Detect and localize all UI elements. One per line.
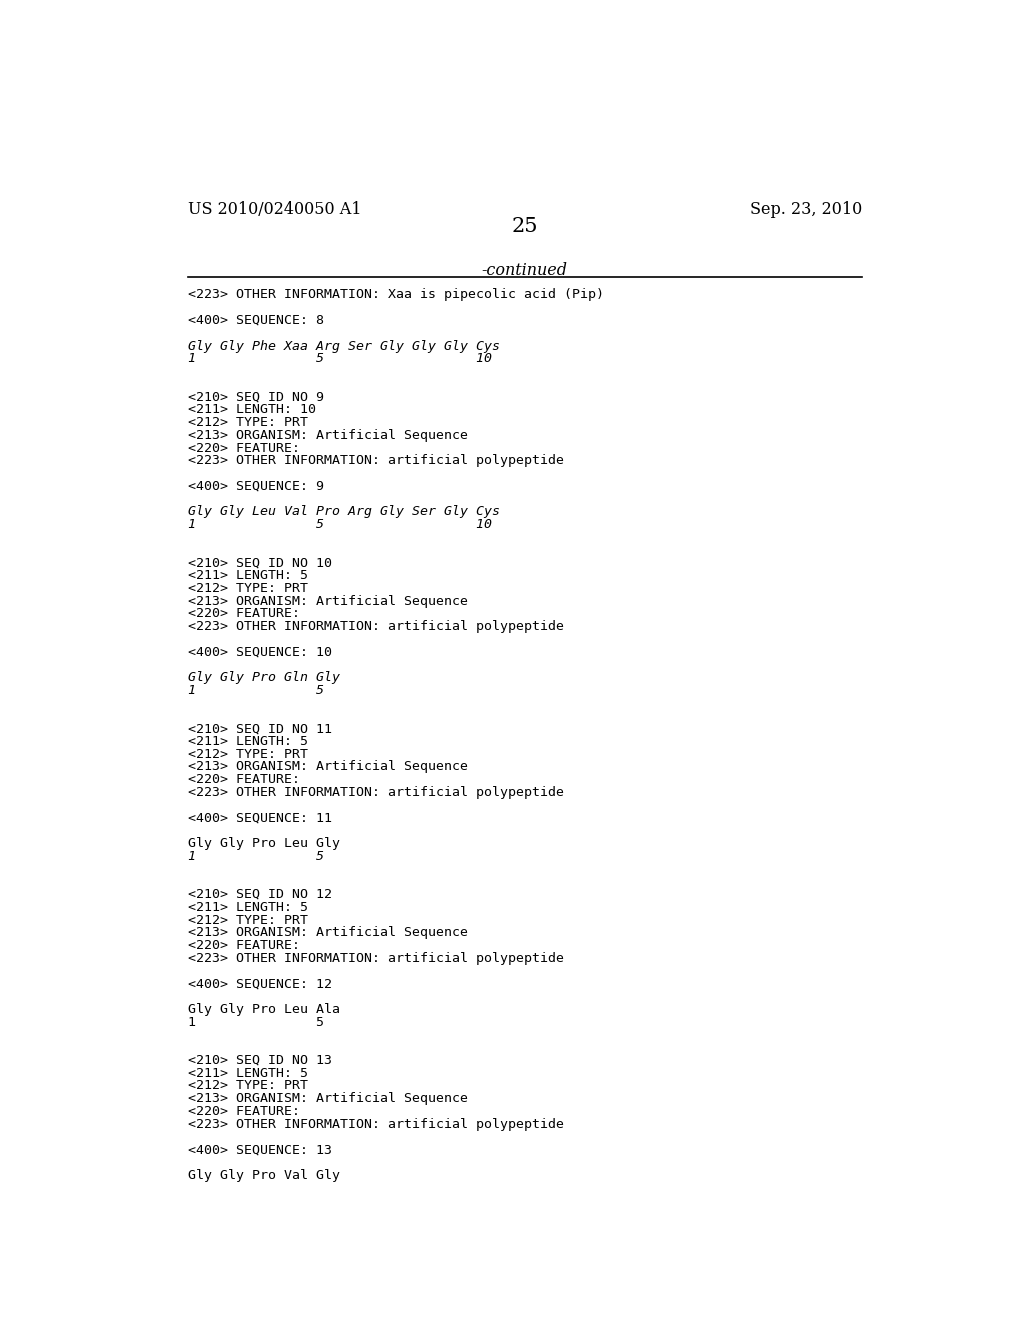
Text: Sep. 23, 2010: Sep. 23, 2010 <box>750 201 862 218</box>
Text: <213> ORGANISM: Artificial Sequence: <213> ORGANISM: Artificial Sequence <box>187 1092 468 1105</box>
Text: <212> TYPE: PRT: <212> TYPE: PRT <box>187 582 307 595</box>
Text: US 2010/0240050 A1: US 2010/0240050 A1 <box>187 201 361 218</box>
Text: <220> FEATURE:: <220> FEATURE: <box>187 607 299 620</box>
Text: <212> TYPE: PRT: <212> TYPE: PRT <box>187 913 307 927</box>
Text: Gly Gly Pro Gln Gly: Gly Gly Pro Gln Gly <box>187 671 340 684</box>
Text: <210> SEQ ID NO 10: <210> SEQ ID NO 10 <box>187 556 332 569</box>
Text: <213> ORGANISM: Artificial Sequence: <213> ORGANISM: Artificial Sequence <box>187 594 468 607</box>
Text: <223> OTHER INFORMATION: Xaa is pipecolic acid (Pip): <223> OTHER INFORMATION: Xaa is pipecoli… <box>187 289 603 301</box>
Text: <400> SEQUENCE: 9: <400> SEQUENCE: 9 <box>187 480 324 492</box>
Text: 1               5                   10: 1 5 10 <box>187 352 492 366</box>
Text: Gly Gly Phe Xaa Arg Ser Gly Gly Gly Cys: Gly Gly Phe Xaa Arg Ser Gly Gly Gly Cys <box>187 339 500 352</box>
Text: <400> SEQUENCE: 12: <400> SEQUENCE: 12 <box>187 977 332 990</box>
Text: 25: 25 <box>512 218 538 236</box>
Text: <400> SEQUENCE: 8: <400> SEQUENCE: 8 <box>187 314 324 327</box>
Text: <213> ORGANISM: Artificial Sequence: <213> ORGANISM: Artificial Sequence <box>187 927 468 940</box>
Text: -continued: -continued <box>482 263 567 279</box>
Text: <210> SEQ ID NO 13: <210> SEQ ID NO 13 <box>187 1053 332 1067</box>
Text: <223> OTHER INFORMATION: artificial polypeptide: <223> OTHER INFORMATION: artificial poly… <box>187 952 563 965</box>
Text: 1               5                   10: 1 5 10 <box>187 519 492 531</box>
Text: <213> ORGANISM: Artificial Sequence: <213> ORGANISM: Artificial Sequence <box>187 429 468 442</box>
Text: <223> OTHER INFORMATION: artificial polypeptide: <223> OTHER INFORMATION: artificial poly… <box>187 454 563 467</box>
Text: Gly Gly Pro Leu Gly: Gly Gly Pro Leu Gly <box>187 837 340 850</box>
Text: <223> OTHER INFORMATION: artificial polypeptide: <223> OTHER INFORMATION: artificial poly… <box>187 620 563 634</box>
Text: <220> FEATURE:: <220> FEATURE: <box>187 774 299 787</box>
Text: <400> SEQUENCE: 11: <400> SEQUENCE: 11 <box>187 812 332 825</box>
Text: <210> SEQ ID NO 9: <210> SEQ ID NO 9 <box>187 391 324 404</box>
Text: <213> ORGANISM: Artificial Sequence: <213> ORGANISM: Artificial Sequence <box>187 760 468 774</box>
Text: <211> LENGTH: 5: <211> LENGTH: 5 <box>187 1067 307 1080</box>
Text: <210> SEQ ID NO 12: <210> SEQ ID NO 12 <box>187 888 332 902</box>
Text: <211> LENGTH: 5: <211> LENGTH: 5 <box>187 735 307 748</box>
Text: 1               5: 1 5 <box>187 1015 324 1028</box>
Text: <220> FEATURE:: <220> FEATURE: <box>187 442 299 454</box>
Text: <223> OTHER INFORMATION: artificial polypeptide: <223> OTHER INFORMATION: artificial poly… <box>187 785 563 799</box>
Text: <400> SEQUENCE: 10: <400> SEQUENCE: 10 <box>187 645 332 659</box>
Text: <220> FEATURE:: <220> FEATURE: <box>187 1105 299 1118</box>
Text: Gly Gly Leu Val Pro Arg Gly Ser Gly Cys: Gly Gly Leu Val Pro Arg Gly Ser Gly Cys <box>187 506 500 519</box>
Text: <223> OTHER INFORMATION: artificial polypeptide: <223> OTHER INFORMATION: artificial poly… <box>187 1118 563 1131</box>
Text: 1               5: 1 5 <box>187 850 324 863</box>
Text: 1               5: 1 5 <box>187 684 324 697</box>
Text: <212> TYPE: PRT: <212> TYPE: PRT <box>187 1080 307 1093</box>
Text: <212> TYPE: PRT: <212> TYPE: PRT <box>187 416 307 429</box>
Text: <211> LENGTH: 10: <211> LENGTH: 10 <box>187 404 315 416</box>
Text: Gly Gly Pro Val Gly: Gly Gly Pro Val Gly <box>187 1168 340 1181</box>
Text: <211> LENGTH: 5: <211> LENGTH: 5 <box>187 900 307 913</box>
Text: <212> TYPE: PRT: <212> TYPE: PRT <box>187 747 307 760</box>
Text: <220> FEATURE:: <220> FEATURE: <box>187 939 299 952</box>
Text: Gly Gly Pro Leu Ala: Gly Gly Pro Leu Ala <box>187 1003 340 1016</box>
Text: <211> LENGTH: 5: <211> LENGTH: 5 <box>187 569 307 582</box>
Text: <210> SEQ ID NO 11: <210> SEQ ID NO 11 <box>187 722 332 735</box>
Text: <400> SEQUENCE: 13: <400> SEQUENCE: 13 <box>187 1143 332 1156</box>
